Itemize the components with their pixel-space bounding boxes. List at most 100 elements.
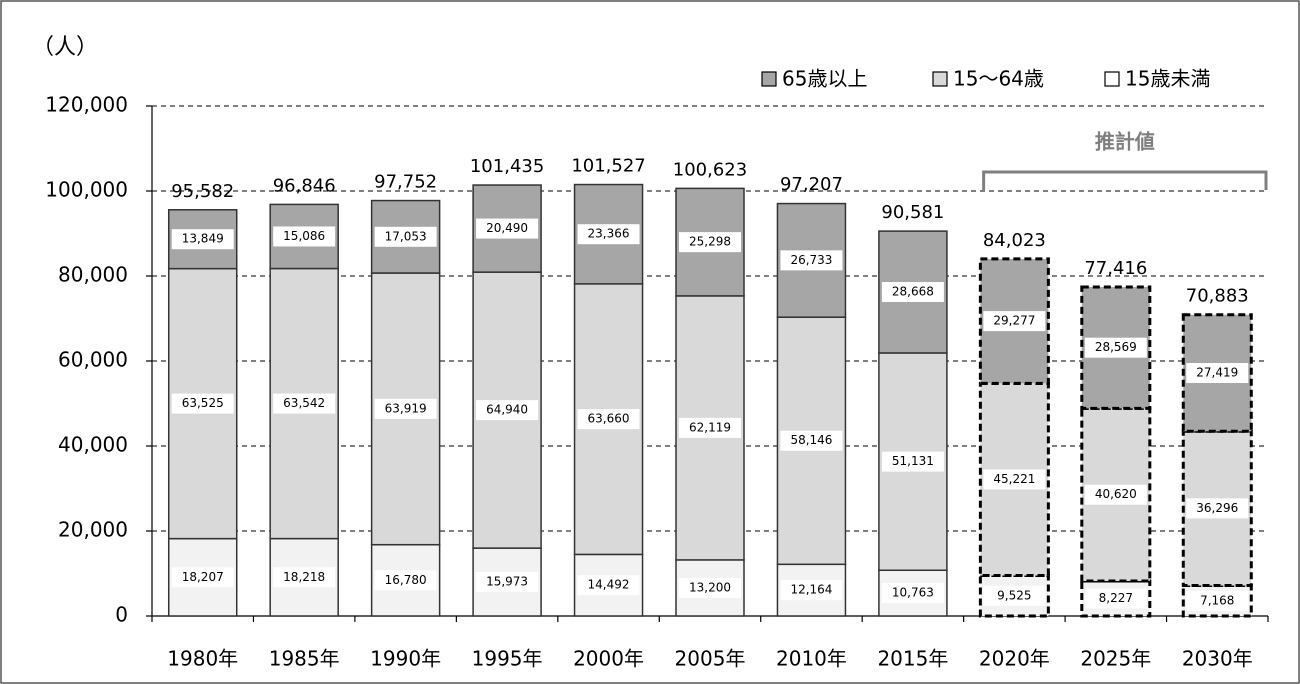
value-label: 63,919: [385, 401, 427, 415]
y-tick-label: 60,000: [58, 348, 128, 372]
label-bg: [171, 229, 234, 250]
x-tick-label: 1980年: [167, 647, 238, 671]
value-label: 27,419: [1196, 366, 1238, 380]
label-bg: [881, 282, 944, 303]
label-bg: [171, 393, 234, 414]
label-bg: [273, 226, 336, 247]
legend-swatch: [1104, 71, 1120, 87]
value-label: 8,227: [1099, 591, 1133, 605]
legend-label: 65歳以上: [782, 67, 867, 91]
label-bg: [171, 567, 234, 588]
value-label: 13,849: [182, 232, 224, 246]
value-label: 25,298: [689, 235, 731, 249]
total-label: 70,883: [1186, 286, 1249, 307]
value-label: 12,164: [790, 583, 832, 597]
value-label: 51,131: [892, 454, 934, 468]
value-label: 58,146: [790, 433, 832, 447]
value-label: 7,168: [1200, 593, 1234, 607]
value-label: 20,490: [486, 221, 528, 235]
x-tick-label: 2000年: [573, 647, 644, 671]
total-label: 97,752: [374, 172, 437, 193]
value-label: 63,542: [283, 396, 325, 410]
total-label: 100,623: [673, 159, 747, 180]
value-label: 10,763: [892, 586, 934, 600]
value-label: 17,053: [385, 229, 427, 243]
value-label: 36,296: [1196, 501, 1238, 515]
y-tick-label: 0: [115, 603, 128, 627]
label-bg: [780, 580, 843, 601]
label-bg: [1186, 363, 1249, 384]
y-tick-label: 100,000: [45, 178, 128, 202]
legend-swatch: [761, 71, 777, 87]
label-bg: [780, 430, 843, 451]
x-tick-label: 2025年: [1080, 647, 1151, 671]
total-label: 77,416: [1084, 258, 1147, 279]
label-bg: [476, 572, 539, 593]
total-label: 90,581: [881, 202, 944, 223]
label-bg: [577, 409, 640, 430]
total-label: 84,023: [983, 230, 1046, 251]
x-tick-label: 2020年: [979, 647, 1050, 671]
label-bg: [1084, 337, 1147, 358]
label-bg: [374, 570, 437, 591]
value-label: 18,207: [182, 570, 224, 584]
label-bg: [1084, 588, 1147, 609]
label-bg: [476, 400, 539, 421]
total-label: 95,582: [171, 181, 234, 202]
value-label: 28,569: [1095, 340, 1137, 354]
label-bg: [1186, 498, 1249, 519]
legend-label: 15歳未満: [1125, 67, 1210, 91]
label-bg: [1186, 590, 1249, 611]
x-tick-label: 1990年: [370, 647, 441, 671]
label-bg: [273, 393, 336, 414]
value-label: 23,366: [588, 227, 630, 241]
value-label: 15,973: [486, 575, 528, 589]
value-label: 18,218: [283, 570, 325, 584]
label-bg: [374, 226, 437, 247]
value-label: 13,200: [689, 580, 731, 594]
x-tick-label: 2015年: [877, 647, 948, 671]
value-label: 45,221: [993, 472, 1035, 486]
annotation-bracket: [982, 170, 1268, 190]
label-bg: [679, 417, 741, 438]
value-label: 16,780: [385, 573, 427, 587]
value-label: 40,620: [1095, 487, 1137, 501]
label-bg: [577, 224, 640, 245]
label-bg: [881, 583, 944, 604]
label-bg: [577, 575, 640, 596]
x-tick-label: 1995年: [472, 647, 543, 671]
label-bg: [679, 577, 741, 598]
value-label: 63,660: [588, 412, 630, 426]
total-label: 96,846: [273, 175, 336, 196]
value-label: 62,119: [689, 420, 731, 434]
value-label: 29,277: [993, 314, 1035, 328]
annotation-text: 推計値: [1095, 130, 1155, 154]
y-tick-label: 20,000: [58, 518, 128, 542]
x-tick-label: 1985年: [269, 647, 340, 671]
total-label: 97,207: [780, 174, 843, 195]
label-bg: [374, 398, 437, 419]
value-label: 28,668: [892, 285, 934, 299]
value-label: 26,733: [790, 253, 832, 267]
y-tick-label: 80,000: [58, 263, 128, 287]
label-bg: [983, 311, 1046, 332]
value-label: 64,940: [486, 403, 528, 417]
value-label: 14,492: [588, 578, 630, 592]
y-axis-label: （人）: [32, 35, 98, 60]
label-bg: [780, 250, 843, 271]
x-tick-label: 2030年: [1182, 647, 1253, 671]
label-bg: [881, 451, 944, 472]
label-bg: [983, 585, 1046, 606]
label-bg: [1084, 484, 1147, 505]
y-tick-label: 120,000: [45, 93, 128, 117]
value-label: 9,525: [997, 588, 1031, 602]
value-label: 63,525: [182, 396, 224, 410]
label-bg: [983, 469, 1046, 490]
label-bg: [273, 567, 336, 588]
x-tick-label: 2010年: [776, 647, 847, 671]
y-tick-label: 40,000: [58, 433, 128, 457]
legend-label: 15～64歳: [953, 67, 1044, 91]
label-bg: [476, 218, 539, 239]
total-label: 101,435: [470, 156, 544, 177]
